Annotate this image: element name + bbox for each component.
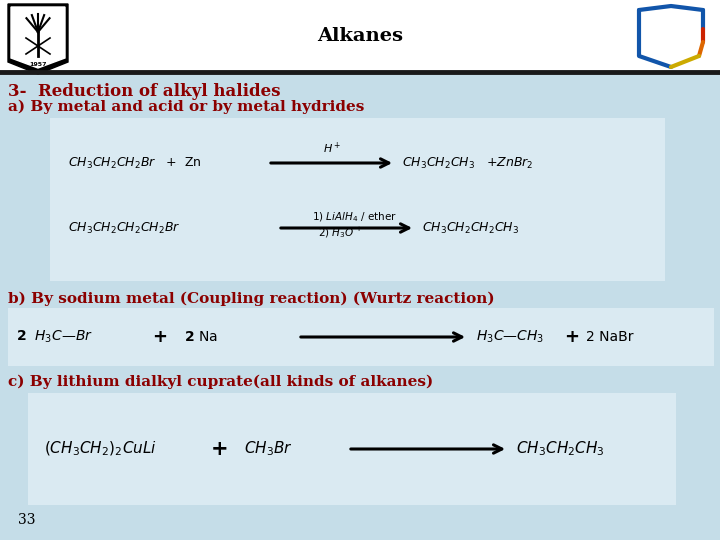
Bar bbox=[28, 393, 676, 505]
Text: b) By sodium metal (Coupling reaction) (Wurtz reaction): b) By sodium metal (Coupling reaction) (… bbox=[8, 292, 495, 306]
Text: $CH_3CH_2CH_2Br$   +  Zn: $CH_3CH_2CH_2Br$ + Zn bbox=[68, 156, 202, 171]
Bar bbox=[50, 118, 665, 281]
Text: 2) $H_3O^+$: 2) $H_3O^+$ bbox=[318, 226, 362, 240]
Text: 1) $LiAlH_4$ / ether: 1) $LiAlH_4$ / ether bbox=[312, 210, 397, 224]
Text: $H^+$: $H^+$ bbox=[323, 140, 341, 156]
Text: +: + bbox=[564, 328, 580, 346]
Text: 33: 33 bbox=[18, 513, 35, 527]
Text: $H_3C$—$CH_3$: $H_3C$—$CH_3$ bbox=[476, 329, 544, 345]
Text: +: + bbox=[153, 328, 168, 346]
Text: 1957: 1957 bbox=[30, 63, 47, 68]
Text: $\mathbf{2}$  $H_3C$—$Br$: $\mathbf{2}$ $H_3C$—$Br$ bbox=[16, 329, 93, 345]
Text: $CH_3CH_2CH_2CH_2Br$: $CH_3CH_2CH_2CH_2Br$ bbox=[68, 220, 181, 235]
Text: $CH_3CH_2CH_2CH_3$: $CH_3CH_2CH_2CH_3$ bbox=[422, 220, 519, 235]
Text: $(CH_3CH_2)_2CuLi$: $(CH_3CH_2)_2CuLi$ bbox=[44, 440, 157, 458]
Text: $CH_3CH_2CH_3$   $+ZnBr_2$: $CH_3CH_2CH_3$ $+ZnBr_2$ bbox=[402, 156, 534, 171]
Text: c) By lithium dialkyl cuprate(all kinds of alkanes): c) By lithium dialkyl cuprate(all kinds … bbox=[8, 375, 433, 389]
Text: 3-  Reduction of alkyl halides: 3- Reduction of alkyl halides bbox=[8, 83, 281, 100]
Text: +: + bbox=[211, 439, 229, 459]
Bar bbox=[0, 0, 720, 72]
Polygon shape bbox=[8, 4, 68, 74]
Bar bbox=[8, 308, 714, 366]
Polygon shape bbox=[11, 7, 65, 68]
Text: $CH_3CH_2CH_3$: $CH_3CH_2CH_3$ bbox=[516, 440, 605, 458]
Text: $\mathbf{2}$ Na: $\mathbf{2}$ Na bbox=[184, 330, 217, 344]
Text: a) By metal and acid or by metal hydrides: a) By metal and acid or by metal hydride… bbox=[8, 100, 364, 114]
Text: $CH_3Br$: $CH_3Br$ bbox=[244, 440, 293, 458]
Text: Alkanes: Alkanes bbox=[317, 27, 403, 45]
Text: 2 NaBr: 2 NaBr bbox=[586, 330, 634, 344]
